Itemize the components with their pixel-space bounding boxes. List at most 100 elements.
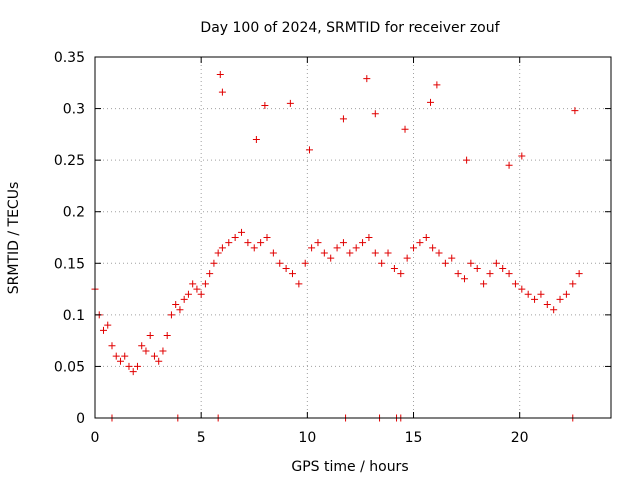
data-point [201,280,209,288]
data-point [416,239,424,247]
data-point [320,249,328,257]
data-point [276,259,284,267]
data-point [257,239,265,247]
data-point [184,290,192,298]
y-axis-label: SRMTID / TECUs [6,182,22,295]
data-point [518,152,526,160]
data-point [210,259,218,267]
data-point [569,280,577,288]
data-point [562,290,570,298]
data-point [269,249,277,257]
data-point [454,270,462,278]
data-point [371,249,379,257]
data-point [401,125,409,133]
data-point [435,249,443,257]
x-tick-label: 20 [511,430,529,446]
data-point [410,244,418,252]
data-point [352,244,360,252]
data-point [112,352,120,360]
data-point [108,342,116,350]
data-point [99,326,107,334]
data-point [129,368,137,376]
data-point [193,285,201,293]
data-point [261,101,269,109]
data-points [91,71,583,422]
data-point [359,239,367,247]
data-point [397,270,405,278]
y-tick-label: 0.1 [63,308,85,324]
data-point [403,254,411,262]
data-point [206,270,214,278]
data-point [150,352,158,360]
data-point [252,136,260,144]
data-point [363,75,371,83]
data-point [327,254,335,262]
y-tick-label: 0 [76,411,85,427]
y-tick-label: 0.2 [63,205,85,221]
data-point [505,270,513,278]
data-point [121,352,129,360]
data-point [133,362,141,370]
data-point [176,306,184,314]
data-point [556,295,564,303]
data-point [189,280,197,288]
data-point [146,331,154,339]
data-point [225,239,233,247]
data-point [250,244,258,252]
data-point [543,301,551,309]
data-point [214,249,222,257]
data-point [575,270,583,278]
data-point [448,254,456,262]
data-point [427,98,435,106]
data-point [492,259,500,267]
data-point [531,295,539,303]
data-point [571,107,579,115]
data-point [159,347,167,355]
data-point [518,285,526,293]
data-point [180,295,188,303]
data-point [263,234,271,241]
data-point [339,115,347,123]
data-point [244,239,252,247]
data-point [422,234,430,241]
plot-frame [94,56,612,419]
data-point [295,280,303,288]
data-point [116,357,124,365]
y-tick-label: 0.05 [54,359,85,375]
data-point [218,88,226,96]
data-point [339,239,347,247]
data-point [429,244,437,252]
grid-lines [95,57,611,418]
data-point [467,259,475,267]
data-point [238,228,246,236]
data-point [163,331,171,339]
chart-title: Day 100 of 2024, SRMTID for receiver zou… [200,20,500,36]
data-point [305,146,313,154]
data-point [346,249,354,257]
x-axis-label: GPS time / hours [291,459,408,475]
y-tick-label: 0.25 [54,153,85,169]
data-point [505,161,513,169]
data-point [155,357,163,365]
data-point [460,275,468,283]
data-point [125,362,133,370]
data-point [473,264,481,272]
data-point [499,264,507,272]
data-point [371,110,379,118]
data-point [390,264,398,272]
x-tick-label: 10 [298,430,316,446]
data-point [463,156,471,164]
data-point [378,259,386,267]
data-point [282,264,290,272]
data-point [197,290,205,298]
x-tick-label: 0 [91,430,100,446]
data-point [288,270,296,278]
data-point [231,234,239,241]
data-point [365,234,373,241]
data-point [333,244,341,252]
x-tick-label: 5 [197,430,206,446]
data-point [314,239,322,247]
data-point [104,321,112,329]
data-point [486,270,494,278]
